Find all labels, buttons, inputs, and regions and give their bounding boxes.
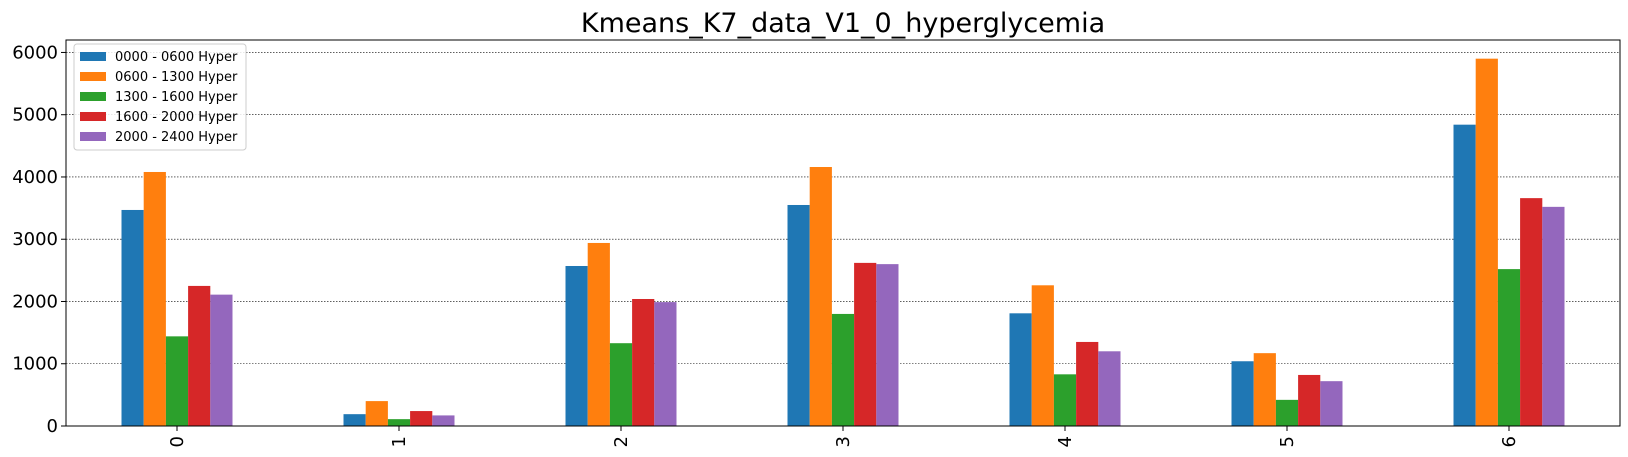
bar <box>1453 124 1476 427</box>
bar <box>121 209 144 426</box>
x-axis: 0 1 2 3 4 5 6 <box>167 426 1520 447</box>
bar <box>809 167 832 426</box>
bar <box>854 262 877 426</box>
legend-label: 0000 - 0600 Hyper <box>115 50 238 65</box>
chart-title: Kmeans_K7_data_V1_0_hyperglycemia <box>581 8 1105 39</box>
bar <box>1253 353 1276 426</box>
bar <box>1520 198 1543 426</box>
bar <box>876 264 899 426</box>
legend-swatch <box>80 72 106 81</box>
legend-swatch <box>80 132 106 141</box>
bar <box>654 302 677 426</box>
x-tick-label: 2 <box>611 436 632 447</box>
bar <box>565 265 588 426</box>
y-axis: 0 1000 2000 3000 4000 5000 6000 <box>12 42 66 437</box>
y-tick-label: 5000 <box>12 105 58 126</box>
bar <box>188 285 211 426</box>
x-tick-label: 4 <box>1055 436 1076 447</box>
legend-box <box>73 43 247 151</box>
bar <box>1009 313 1032 426</box>
legend-swatch <box>80 112 106 121</box>
y-tick-label: 6000 <box>12 42 58 63</box>
bar <box>1275 399 1299 426</box>
legend-label: 2000 - 2400 Hyper <box>115 130 238 145</box>
bar <box>365 401 388 426</box>
legend-label: 1600 - 2000 Hyper <box>115 110 238 125</box>
legend-swatch <box>80 92 106 101</box>
bar <box>1076 341 1099 426</box>
bar <box>787 204 810 426</box>
bar <box>632 298 655 426</box>
bar <box>143 171 166 426</box>
bar <box>1031 285 1054 426</box>
y-tick-label: 1000 <box>12 354 58 375</box>
x-tick-label: 5 <box>1277 436 1298 447</box>
bar <box>1475 58 1498 426</box>
bar <box>165 336 189 426</box>
y-tick-label: 2000 <box>12 291 58 312</box>
bar <box>1542 206 1565 426</box>
bar <box>410 411 433 426</box>
bar <box>1497 269 1521 426</box>
x-tick-label: 6 <box>1499 436 1520 447</box>
bar <box>432 415 455 426</box>
x-tick-label: 0 <box>167 436 188 447</box>
bar <box>831 313 855 426</box>
bar <box>1231 361 1254 426</box>
bar <box>587 242 610 426</box>
bar <box>1098 351 1121 426</box>
legend: 0000 - 0600 Hyper 0600 - 1300 Hyper 1300 -… <box>73 43 247 151</box>
bar <box>210 294 233 426</box>
bar <box>343 414 366 426</box>
legend-label: 1300 - 1600 Hyper <box>115 90 238 105</box>
y-tick-label: 3000 <box>12 229 58 250</box>
y-tick-label: 4000 <box>12 167 58 188</box>
bars <box>121 58 1565 427</box>
x-tick-label: 3 <box>833 436 854 447</box>
bar <box>1320 381 1343 426</box>
x-tick-label: 1 <box>389 436 410 447</box>
bar <box>1298 374 1321 426</box>
legend-label: 0600 - 1300 Hyper <box>115 70 238 85</box>
bar <box>387 419 411 426</box>
bar <box>1053 374 1077 426</box>
y-tick-label: 0 <box>47 416 58 437</box>
bar <box>609 343 633 426</box>
legend-swatch <box>80 52 106 61</box>
